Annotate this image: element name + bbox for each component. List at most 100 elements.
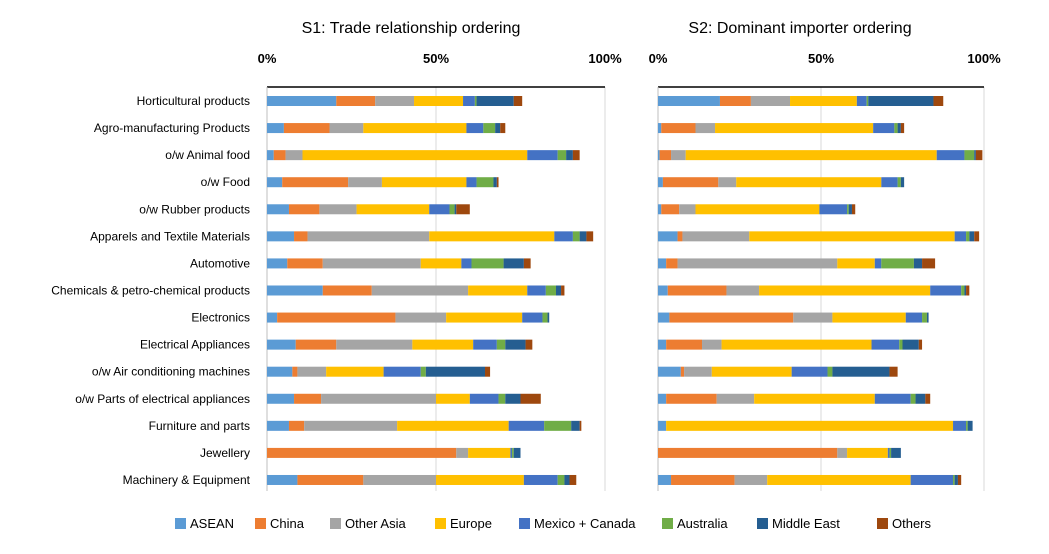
bar-segment <box>662 177 719 188</box>
tick-label: 50% <box>808 51 834 66</box>
legend-label: Other Asia <box>345 516 406 531</box>
bar-segment <box>905 312 923 323</box>
bar-segment <box>471 258 504 269</box>
bar-segment <box>871 339 900 350</box>
bar-segment <box>420 366 426 377</box>
bar-segment <box>793 312 833 323</box>
bar-segment <box>910 474 954 485</box>
bar-segment <box>456 447 469 458</box>
bar-segment <box>456 204 470 215</box>
category-label: Automotive <box>190 256 250 270</box>
bar-segment <box>307 231 430 242</box>
bar-segment <box>874 393 911 404</box>
bar-segment <box>702 339 722 350</box>
bar-segment <box>512 447 514 458</box>
bar-segment <box>658 96 720 106</box>
bar-segment <box>446 312 523 323</box>
bar-segment <box>292 366 298 377</box>
bar-segment <box>902 339 919 350</box>
bar-segment <box>412 339 474 350</box>
legend-label: Australia <box>677 516 728 531</box>
bar-segment <box>677 231 683 242</box>
bar-segment <box>910 393 916 404</box>
bar-segment <box>436 393 470 404</box>
bar-segment <box>726 285 760 296</box>
bar-segment <box>658 123 662 134</box>
bar-segment <box>297 474 364 485</box>
bar-segment <box>267 474 298 485</box>
bar-segment <box>527 150 558 161</box>
bar-segment <box>750 96 791 106</box>
bar-segment <box>493 177 497 188</box>
bar-segment <box>918 339 923 350</box>
bar-segment <box>734 474 768 485</box>
legend-label: Mexico + Canada <box>534 516 636 531</box>
bar-segment <box>847 447 888 458</box>
bar-segment <box>476 177 494 188</box>
bar-segment <box>267 258 288 269</box>
bar-segment <box>913 258 923 269</box>
panel-title: S2: Dominant importer ordering <box>688 20 911 37</box>
category-label: o/w Animal food <box>165 148 250 162</box>
bar-segment <box>966 420 968 431</box>
bar-segment <box>679 204 696 215</box>
bar-segment <box>891 447 901 458</box>
bar-segment <box>302 150 528 161</box>
bar-segment <box>579 420 582 431</box>
bar-segment <box>525 339 533 350</box>
bar-segment <box>671 474 735 485</box>
bar-segment <box>832 366 890 377</box>
bar-segment <box>429 231 555 242</box>
bar-segment <box>936 150 965 161</box>
bar-segment <box>544 420 572 431</box>
bar-segment <box>336 339 413 350</box>
bar-segment <box>336 96 376 106</box>
bar-segment <box>498 393 506 404</box>
bar-segment <box>371 285 469 296</box>
bar-segment <box>667 285 727 296</box>
bar-segment <box>954 474 958 485</box>
bar-segment <box>322 285 372 296</box>
tick-label: 0% <box>258 51 277 66</box>
bar-segment <box>267 447 457 458</box>
bar-segment <box>658 177 663 188</box>
legend-swatch <box>330 518 341 529</box>
bar-segment <box>868 96 934 106</box>
bar-segment <box>555 285 562 296</box>
bar-segment <box>564 474 570 485</box>
tick-label: 100% <box>967 51 1001 66</box>
bar-segment <box>666 420 954 431</box>
bar-segment <box>267 312 278 323</box>
bar-segment <box>666 393 717 404</box>
bar-segment <box>715 123 874 134</box>
bar-segment <box>569 474 577 485</box>
bar-segment <box>887 447 890 458</box>
bar-segment <box>483 123 496 134</box>
bar-segment <box>283 123 330 134</box>
bar-segment <box>719 96 751 106</box>
bar-segment <box>295 339 337 350</box>
bar-segment <box>429 204 450 215</box>
bar-segment <box>899 339 903 350</box>
bar-segment <box>874 258 882 269</box>
bar-segment <box>889 447 892 458</box>
bar-segment <box>661 204 680 215</box>
legend-swatch <box>519 518 530 529</box>
bar-segment <box>267 366 293 377</box>
bar-segment <box>496 339 506 350</box>
bar-segment <box>658 339 667 350</box>
bar-segment <box>571 420 580 431</box>
bar-segment <box>363 123 467 134</box>
bar-segment <box>749 231 955 242</box>
bar-segment <box>476 96 514 106</box>
bar-segment <box>527 285 546 296</box>
bar-segment <box>267 150 274 161</box>
bar-segment <box>561 285 565 296</box>
legend-swatch <box>435 518 446 529</box>
bar-segment <box>856 96 867 106</box>
bar-segment <box>363 474 436 485</box>
bar-segment <box>503 258 524 269</box>
bar-segment <box>319 204 357 215</box>
bar-segment <box>356 204 430 215</box>
bar-segment <box>967 420 973 431</box>
